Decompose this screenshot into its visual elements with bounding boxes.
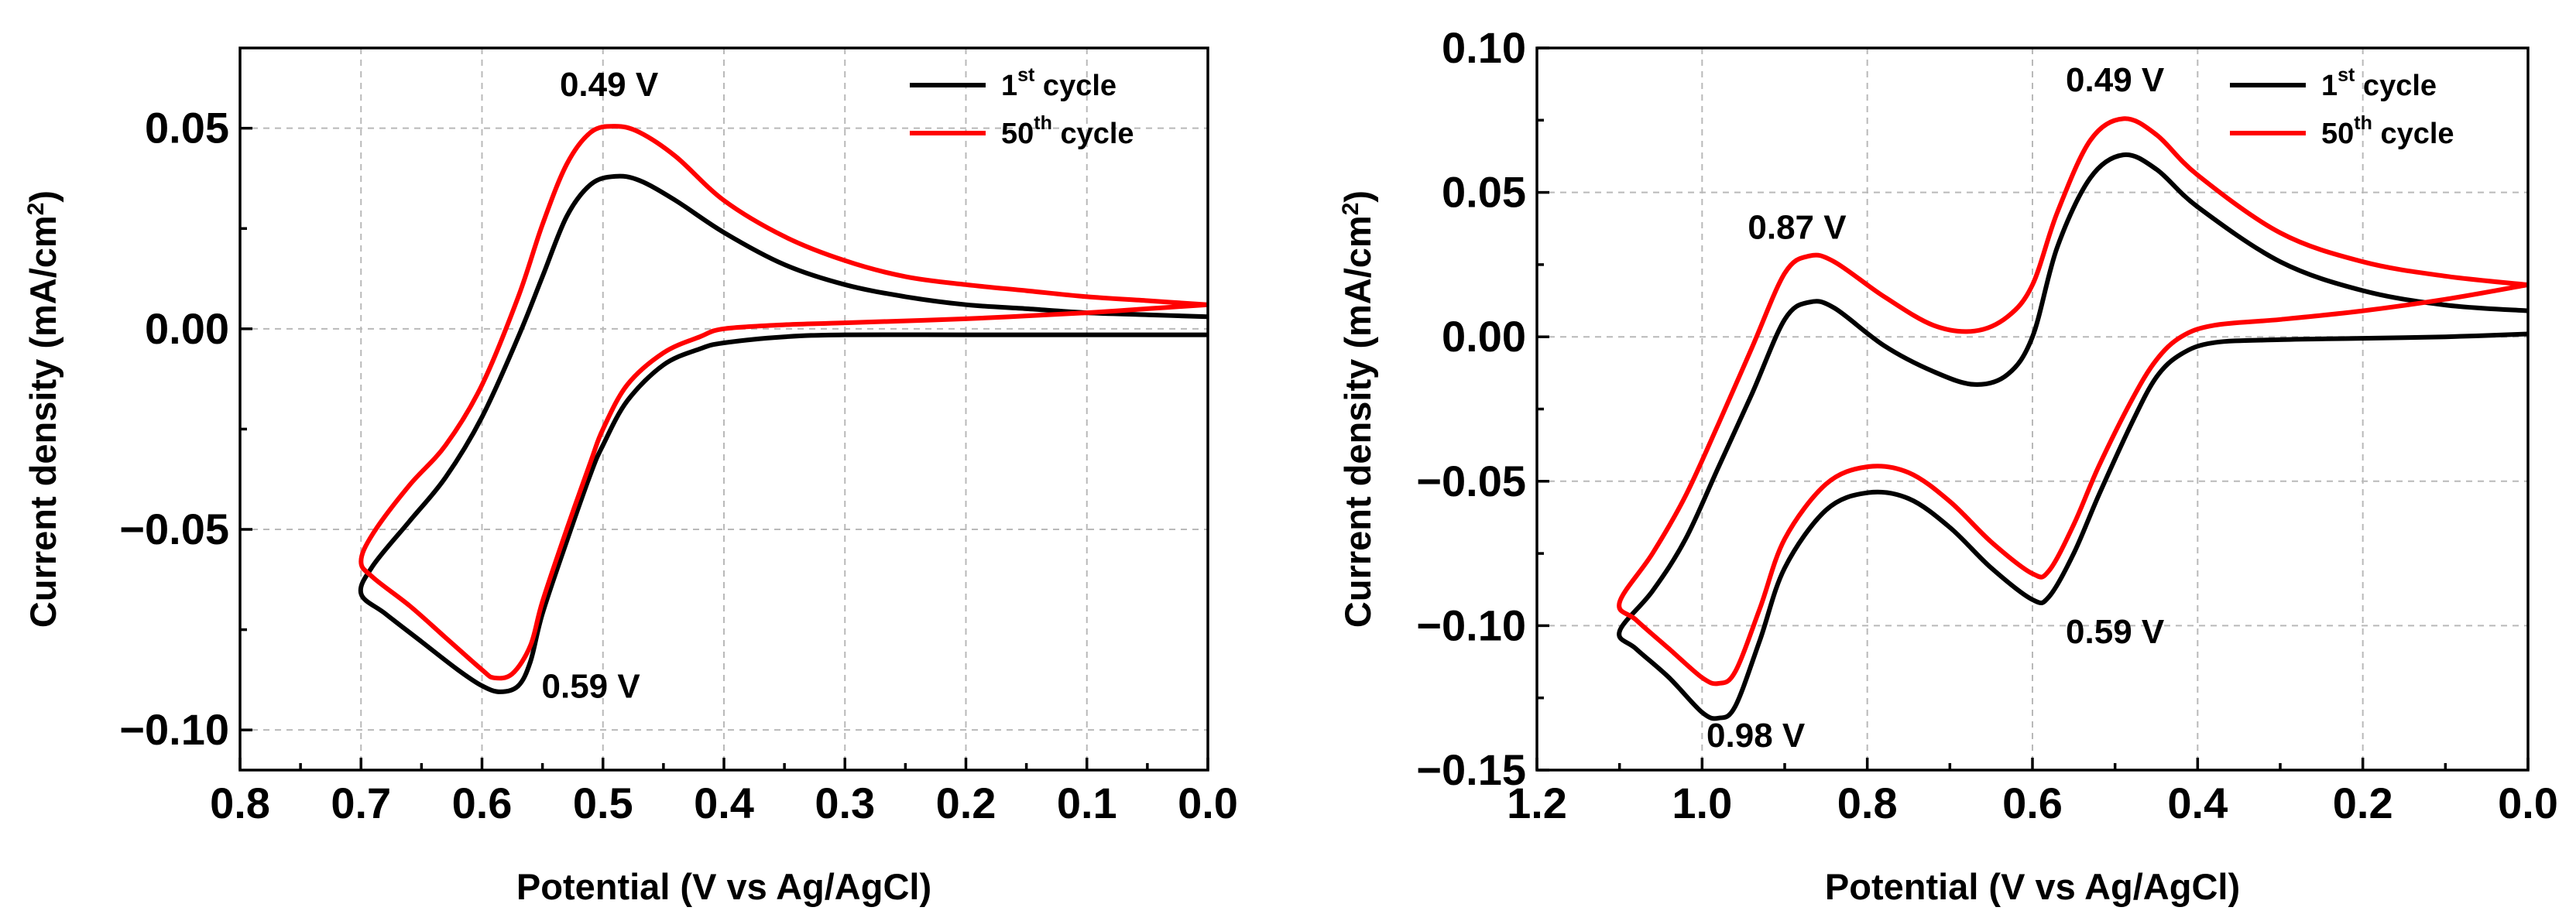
y-tick-label: −0.15 [1416, 745, 1526, 794]
peak-annotation: 0.87 V [1748, 208, 1847, 246]
x-tick-label: 0.6 [2002, 779, 2063, 827]
x-axis-title: Potential (V vs Ag/AgCl) [1825, 866, 2240, 907]
x-tick-label: 0.2 [2333, 779, 2393, 827]
left-cv-chart: 0.8 0.7 0.6 0.5 0.4 0.3 0.2 0.1 0.0 0.05 0.00 −0.05… [22, 46, 1238, 907]
peak-annotation: 0.59 V [542, 668, 641, 706]
legend-label-cycle-50: 50th cycle [1001, 112, 1134, 150]
legend-label-cycle-50: 50th cycle [2321, 112, 2454, 150]
y-tick-label: 0.00 [1442, 312, 1526, 361]
x-tick-label: 0.0 [2498, 779, 2558, 827]
x-tick-label: 0.3 [815, 779, 875, 827]
legend-label-cycle-1: 1st cycle [1001, 64, 1116, 102]
y-tick-label: −0.05 [119, 505, 229, 553]
y-tick-label: 0.10 [1442, 23, 1526, 72]
x-axis-title: Potential (V vs Ag/AgCl) [516, 866, 931, 907]
peak-annotation: 0.49 V [560, 66, 659, 104]
peak-annotation: 0.59 V [2066, 613, 2165, 651]
y-tick-label: −0.10 [119, 705, 229, 754]
series-group [1617, 116, 2528, 721]
y-tick-label: 0.00 [145, 304, 229, 353]
peak-annotation: 0.49 V [2066, 61, 2165, 99]
series-line-cycle-1 [1617, 152, 2528, 721]
legend-label-cycle-1: 1st cycle [2321, 64, 2437, 102]
y-axis-title: Current density (mA/cm2) [22, 190, 63, 628]
x-tick-label: 0.8 [1837, 779, 1898, 827]
x-tick-label: 0.0 [1178, 779, 1238, 827]
x-tick-label: 0.4 [2167, 779, 2228, 827]
y-tick-label: 0.05 [1442, 168, 1526, 217]
x-tick-label: 0.4 [694, 779, 754, 827]
peak-annotation: 0.98 V [1706, 717, 1806, 755]
y-tick-label: −0.10 [1416, 601, 1526, 649]
x-tick-label: 1.0 [1672, 779, 1732, 827]
x-tick-label: 0.5 [573, 779, 633, 827]
x-tick-label: 1.2 [1507, 779, 1567, 827]
x-tick-label: 0.2 [936, 779, 996, 827]
y-tick-label: 0.05 [145, 104, 229, 152]
series-group [358, 124, 1208, 694]
x-tick-label: 0.6 [452, 779, 513, 827]
y-axis-title: Current density (mA/cm2) [1337, 190, 1378, 628]
y-tick-label: −0.05 [1416, 457, 1526, 505]
series-line-cycle-50 [1617, 116, 2528, 686]
x-tick-label: 0.8 [210, 779, 270, 827]
x-tick-label: 0.7 [331, 779, 391, 827]
series-line-cycle-50 [358, 124, 1208, 681]
x-tick-label: 0.1 [1057, 779, 1117, 827]
series-line-cycle-1 [358, 173, 1208, 694]
right-cv-chart: 1.2 1.0 0.8 0.6 0.4 0.2 0.0 0.10 0.05 0.00 −0.05 −0… [1337, 23, 2558, 907]
